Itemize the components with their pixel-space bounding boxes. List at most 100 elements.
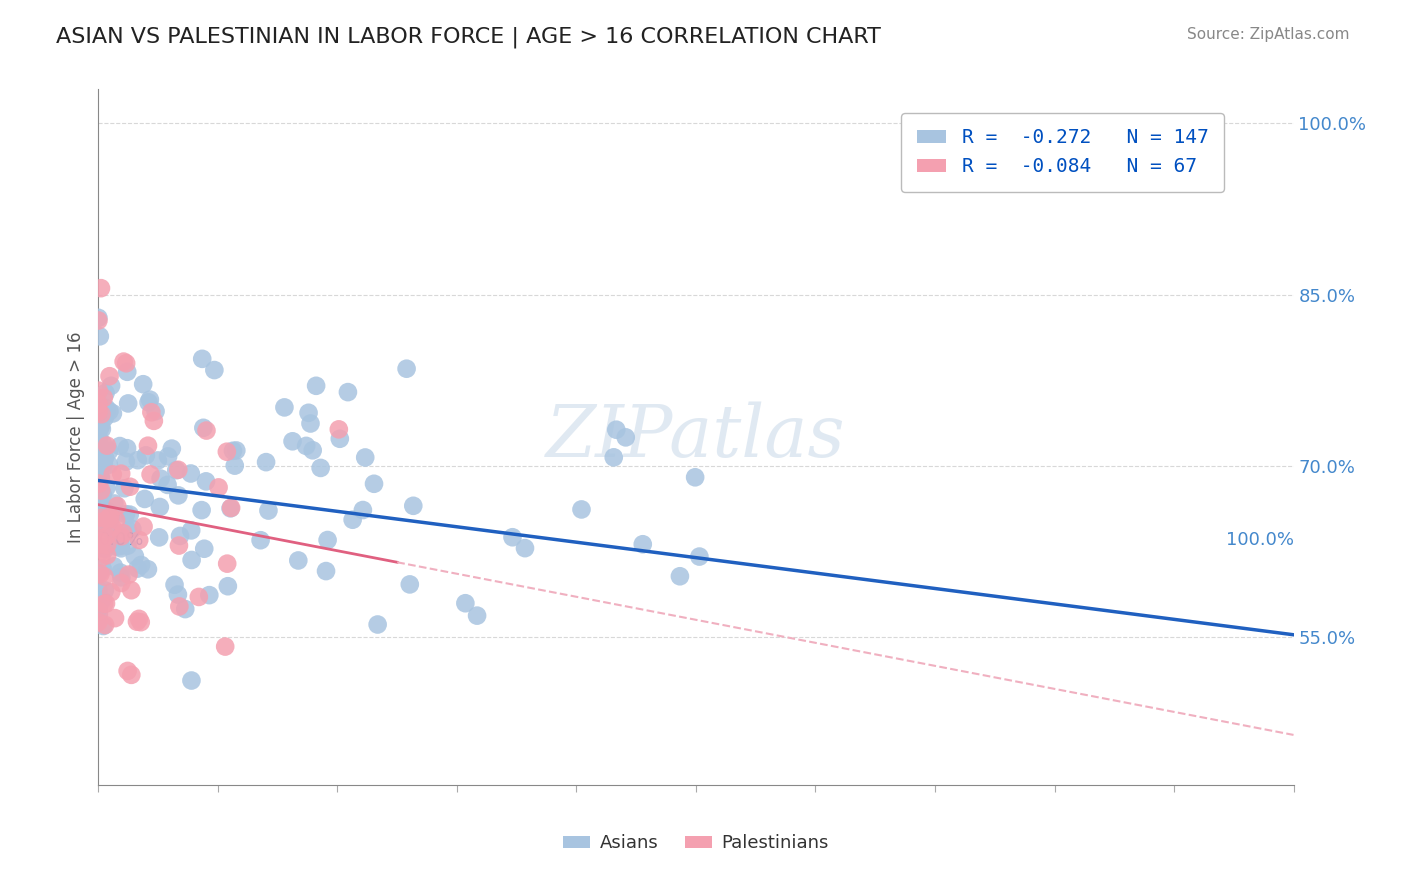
Point [94, 618, 117, 632]
Point [117, 664, 139, 678]
Point [149, 472, 172, 486]
Point [87, 310, 110, 325]
Point [363, 476, 385, 491]
Point [98, 509, 121, 524]
Point [94, 542, 117, 557]
Point [180, 673, 202, 688]
Point [180, 524, 202, 538]
Point [135, 448, 157, 462]
Point [98, 369, 121, 384]
Point [174, 602, 197, 616]
Point [93, 569, 115, 583]
Point [146, 453, 169, 467]
Point [94, 529, 117, 543]
Point [87, 313, 110, 327]
Text: ASIAN VS PALESTINIAN IN LABOR FORCE | AGE > 16 CORRELATION CHART: ASIAN VS PALESTINIAN IN LABOR FORCE | AG… [56, 27, 882, 48]
Point [121, 522, 143, 536]
Point [614, 430, 637, 444]
Point [94, 583, 117, 598]
Point [96, 481, 118, 495]
Point [167, 588, 190, 602]
Point [110, 576, 132, 591]
Point [193, 541, 215, 556]
Point [117, 539, 139, 553]
Point [219, 501, 242, 516]
Point [329, 432, 352, 446]
Point [90, 514, 112, 528]
Point [90, 510, 112, 524]
Point [89, 471, 111, 485]
Point [94, 386, 117, 401]
Point [128, 612, 150, 626]
Point [100, 510, 122, 524]
Point [87, 397, 110, 411]
Point [103, 496, 125, 510]
Point [93, 597, 115, 611]
Point [110, 566, 132, 580]
Point [142, 414, 165, 428]
Point [87, 582, 110, 597]
Point [128, 533, 150, 547]
Point [136, 562, 159, 576]
Point [91, 541, 114, 555]
Point [217, 579, 239, 593]
Point [148, 530, 170, 544]
Point [110, 539, 132, 553]
Point [195, 475, 218, 489]
Point [89, 508, 111, 523]
Point [101, 524, 124, 539]
Point [100, 378, 122, 392]
Point [115, 455, 138, 469]
Point [87, 404, 110, 418]
Point [219, 500, 242, 515]
Point [169, 599, 191, 614]
Point [603, 450, 626, 465]
Point [127, 453, 149, 467]
Point [89, 441, 111, 455]
Point [101, 467, 124, 482]
Point [87, 602, 110, 616]
Point [367, 617, 389, 632]
Point [195, 424, 218, 438]
Point [222, 443, 245, 458]
Point [96, 538, 118, 552]
Point [688, 549, 710, 564]
Point [94, 450, 117, 465]
Point [96, 504, 118, 518]
Point [87, 604, 110, 618]
Point [87, 431, 110, 445]
Point [297, 406, 319, 420]
Point [305, 379, 328, 393]
Point [96, 439, 118, 453]
Point [160, 442, 183, 456]
Point [87, 497, 110, 511]
Point [336, 385, 359, 400]
Point [87, 476, 110, 491]
Point [93, 391, 115, 405]
Point [90, 515, 112, 529]
Point [299, 417, 322, 431]
Point [129, 615, 152, 630]
Point [117, 396, 139, 410]
Point [187, 590, 209, 604]
Point [138, 395, 160, 409]
Point [198, 588, 221, 602]
Point [465, 608, 488, 623]
Point [91, 593, 114, 607]
Point [180, 553, 202, 567]
Point [101, 406, 124, 420]
Point [115, 508, 138, 522]
Point [132, 377, 155, 392]
Point [87, 384, 110, 398]
Point [91, 503, 114, 517]
Point [193, 421, 215, 435]
Point [98, 517, 121, 532]
Point [118, 480, 141, 494]
Point [87, 566, 110, 581]
Point [157, 450, 180, 464]
Point [90, 418, 112, 433]
Point [149, 500, 172, 514]
Point [224, 458, 246, 473]
Point [295, 439, 318, 453]
Point [90, 470, 112, 484]
